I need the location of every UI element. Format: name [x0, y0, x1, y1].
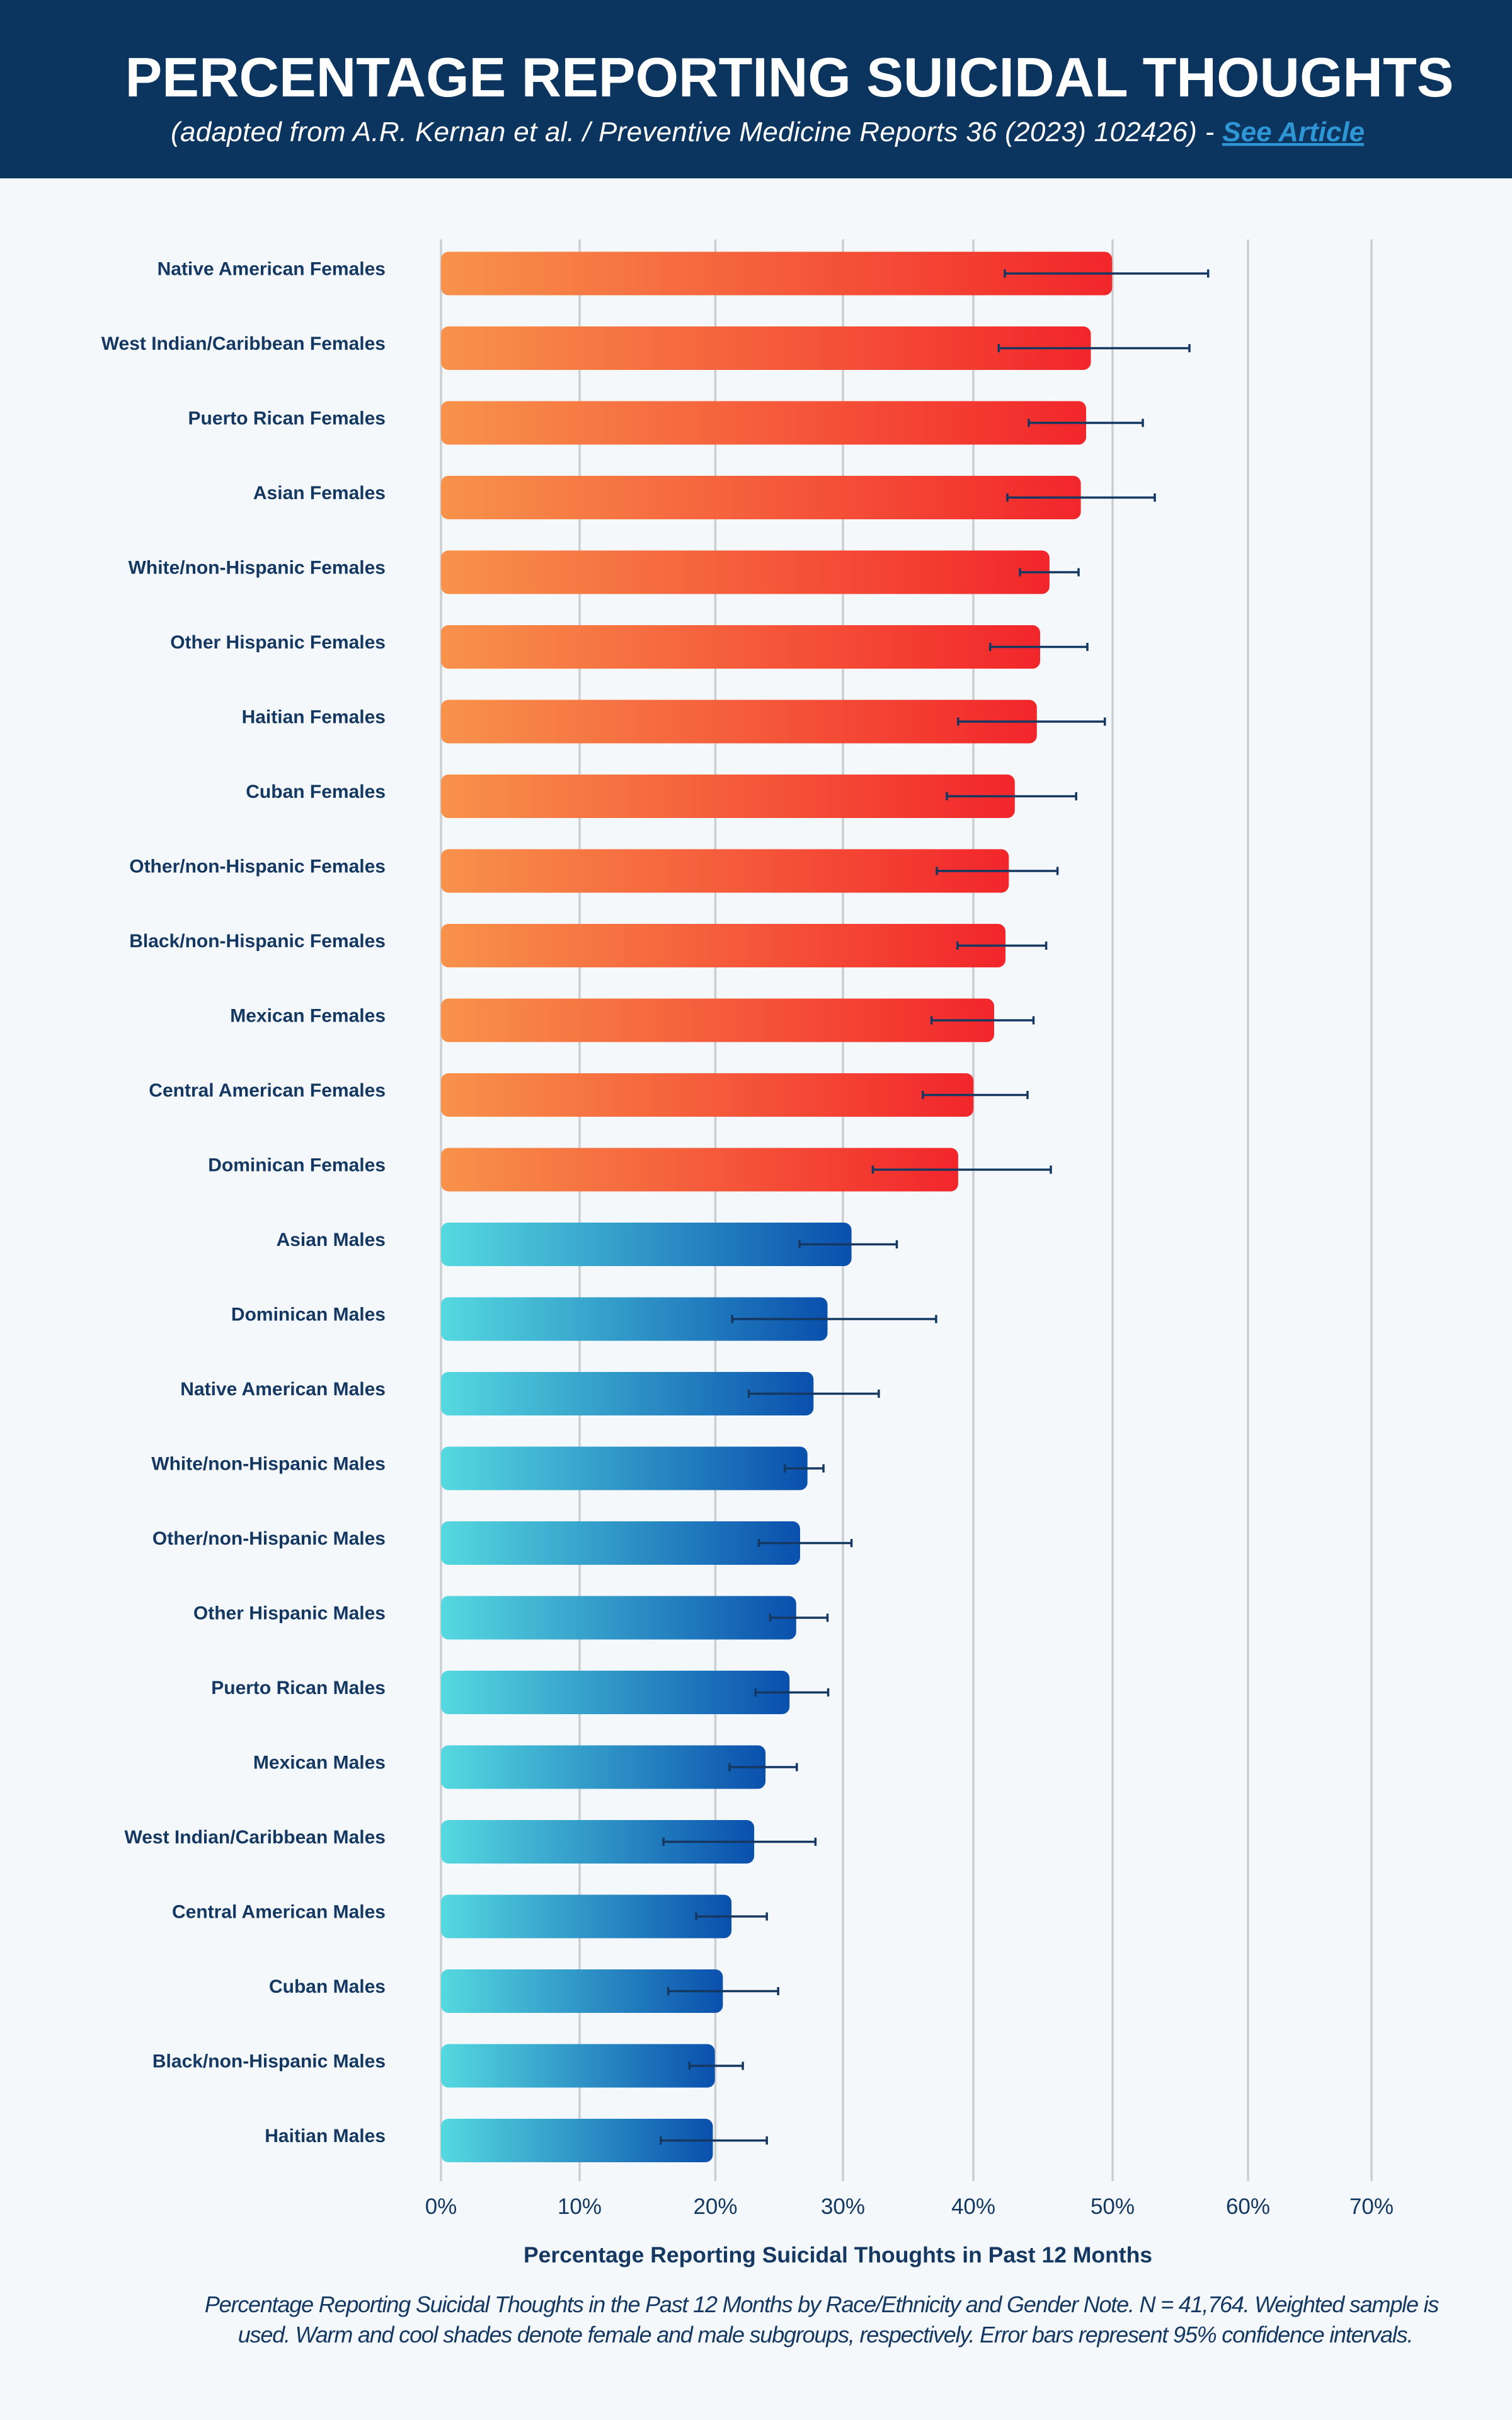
svg-text:Haitian Males: Haitian Males: [265, 2126, 386, 2146]
svg-text:Black/non-Hispanic Females: Black/non-Hispanic Females: [129, 931, 386, 952]
svg-text:30%: 30%: [821, 2194, 865, 2219]
svg-text:White/non-Hispanic Males: White/non-Hispanic Males: [151, 1454, 386, 1475]
svg-text:50%: 50%: [1091, 2194, 1135, 2219]
svg-text:10%: 10%: [558, 2194, 602, 2219]
svg-text:20%: 20%: [693, 2194, 737, 2219]
svg-text:Puerto Rican Females: Puerto Rican Females: [188, 408, 386, 429]
svg-text:Dominican Females: Dominican Females: [208, 1155, 386, 1176]
svg-text:Central American Females: Central American Females: [149, 1080, 386, 1101]
svg-text:Other/non-Hispanic Females: Other/non-Hispanic Females: [129, 856, 386, 877]
svg-text:Other Hispanic Females: Other Hispanic Females: [170, 632, 386, 653]
svg-text:Central American Males: Central American Males: [172, 1902, 386, 1923]
svg-text:Haitian Females: Haitian Females: [242, 707, 386, 728]
svg-text:Dominican Males: Dominican Males: [231, 1305, 386, 1325]
svg-text:Puerto Rican Males: Puerto Rican Males: [211, 1678, 386, 1698]
svg-text:0%: 0%: [425, 2194, 457, 2219]
svg-text:60%: 60%: [1226, 2194, 1270, 2219]
svg-text:Other/non-Hispanic Males: Other/non-Hispanic Males: [152, 1528, 386, 1549]
svg-text:West Indian/Caribbean Females: West Indian/Caribbean Females: [101, 333, 386, 354]
svg-text:used. Warm and cool shades den: used. Warm and cool shades denote female…: [238, 2322, 1413, 2348]
svg-text:West Indian/Caribbean Males: West Indian/Caribbean Males: [124, 1827, 386, 1848]
svg-text:(adapted from A.R. Kernan et a: (adapted from A.R. Kernan et al. / Preve…: [171, 117, 1365, 147]
svg-text:Asian Females: Asian Females: [253, 483, 386, 504]
svg-text:Percentage Reporting Suicidal: Percentage Reporting Suicidal Thoughts i…: [205, 2291, 1440, 2317]
svg-text:Native American Females: Native American Females: [158, 259, 386, 280]
svg-text:Mexican Males: Mexican Males: [253, 1753, 386, 1773]
svg-text:70%: 70%: [1349, 2194, 1394, 2219]
svg-text:PERCENTAGE REPORTING SUICIDAL: PERCENTAGE REPORTING SUICIDAL THOUGHTS: [125, 46, 1454, 108]
svg-text:Mexican Females: Mexican Females: [230, 1006, 386, 1027]
svg-text:Asian Males: Asian Males: [277, 1230, 386, 1250]
svg-text:Cuban Females: Cuban Females: [246, 781, 386, 802]
svg-text:Cuban Males: Cuban Males: [269, 1976, 386, 1997]
svg-text:40%: 40%: [951, 2194, 995, 2219]
svg-text:Native American Males: Native American Males: [180, 1379, 386, 1400]
svg-text:Other Hispanic Males: Other Hispanic Males: [193, 1603, 386, 1624]
svg-text:Percentage Reporting Suicidal: Percentage Reporting Suicidal Thoughts i…: [524, 2242, 1152, 2267]
svg-text:White/non-Hispanic Females: White/non-Hispanic Females: [129, 558, 386, 579]
svg-text:Black/non-Hispanic Males: Black/non-Hispanic Males: [152, 2051, 386, 2072]
